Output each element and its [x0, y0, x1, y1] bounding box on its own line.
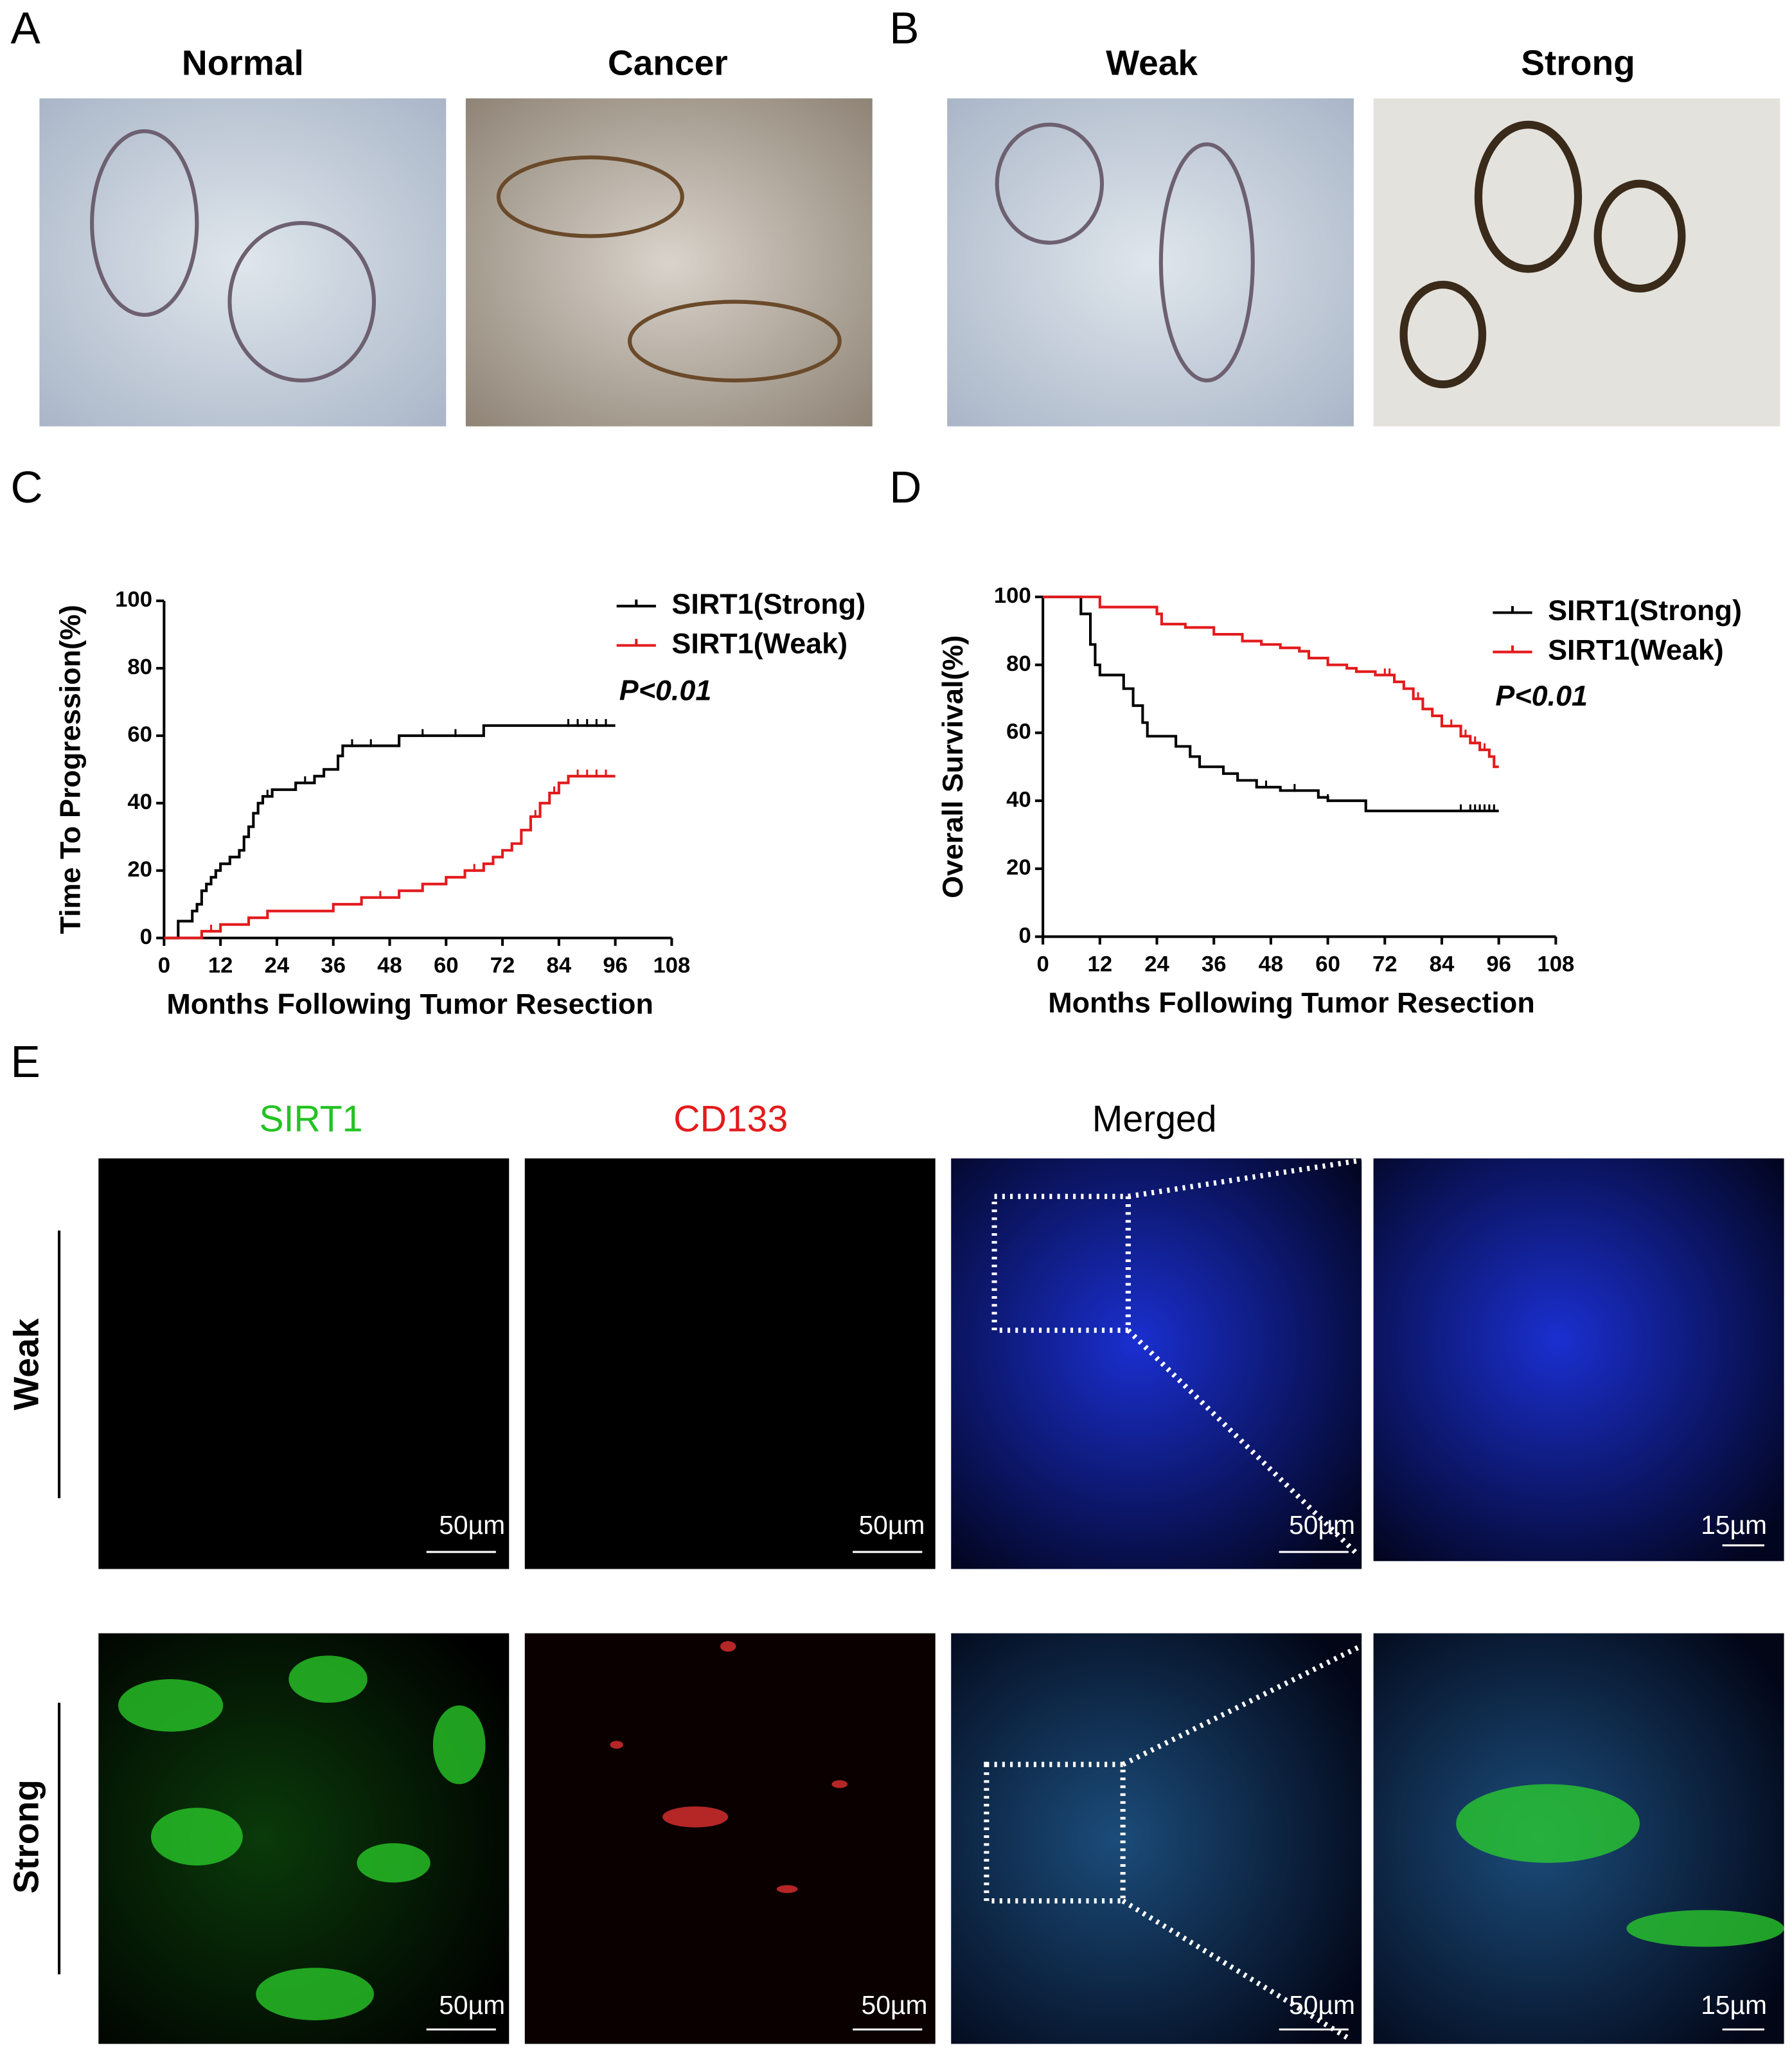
y-tick-label: 100 — [115, 587, 152, 612]
channel-title: Merged — [1092, 1099, 1217, 1140]
scale-bar-label: 50µm — [1289, 1990, 1355, 2020]
x-tick-label: 36 — [1202, 952, 1227, 977]
y-axis-label: Overall Survival(%) — [936, 636, 969, 898]
y-axis-label: Time To Progression(%) — [53, 605, 86, 934]
x-tick-label: 96 — [1486, 952, 1511, 977]
image-title: Weak — [1106, 43, 1198, 83]
x-tick-label: 60 — [1315, 952, 1340, 977]
x-tick-label: 108 — [653, 954, 690, 978]
image-title: Strong — [1521, 43, 1635, 83]
x-tick-label: 84 — [1430, 952, 1455, 977]
x-tick-label: 72 — [1372, 952, 1397, 977]
y-tick-label: 20 — [1006, 855, 1031, 880]
row-label: Weak — [6, 1318, 46, 1410]
panel-letter: E — [11, 1037, 40, 1087]
if-image — [951, 1158, 1362, 1569]
panel-letter: D — [889, 462, 921, 512]
if-image — [524, 1158, 936, 1569]
y-tick-label: 60 — [127, 722, 152, 747]
annotation: P<0.01 — [619, 674, 712, 707]
legend-label: SIRT1(Weak) — [671, 627, 847, 659]
image-title: Cancer — [608, 43, 728, 83]
legend-label: SIRT1(Weak) — [1548, 633, 1724, 666]
y-tick-label: 100 — [994, 583, 1031, 608]
ihc-image — [1373, 98, 1780, 427]
x-tick-label: 108 — [1537, 952, 1574, 977]
scale-bar-label: 15µm — [1701, 1510, 1767, 1540]
x-tick-label: 84 — [547, 954, 572, 978]
panel-letter: A — [11, 3, 41, 53]
y-tick-label: 20 — [127, 857, 152, 882]
panel-letter: C — [11, 462, 43, 512]
red-signal — [610, 1641, 847, 1893]
scale-bar-label: 50µm — [439, 1510, 505, 1540]
x-tick-label: 60 — [434, 954, 459, 978]
x-tick-label: 24 — [265, 954, 290, 978]
survival-curve — [1043, 595, 1499, 769]
channel-title: SIRT1 — [260, 1099, 363, 1140]
ihc-image — [39, 98, 447, 427]
y-tick-label: 40 — [127, 790, 152, 814]
y-tick-label: 80 — [1006, 652, 1031, 676]
image-title: Normal — [182, 43, 304, 83]
x-tick-label: 96 — [603, 954, 628, 978]
legend-label: SIRT1(Strong) — [671, 587, 865, 620]
row-label: Strong — [6, 1779, 46, 1894]
x-tick-label: 48 — [377, 954, 402, 978]
gland-outlines — [90, 120, 1686, 389]
x-axis-label: Months Following Tumor Resection — [1048, 986, 1535, 1019]
survival-curve — [1043, 595, 1499, 813]
scale-bar-lines — [426, 1544, 1764, 2031]
if-image — [951, 1633, 1362, 2044]
y-tick-label: 60 — [1006, 720, 1031, 744]
legend-label: SIRT1(Strong) — [1548, 594, 1742, 627]
x-tick-label: 12 — [208, 954, 233, 978]
y-tick-label: 40 — [1006, 787, 1031, 812]
scale-bar-label: 50µm — [858, 1510, 925, 1540]
green-signal — [118, 1655, 1784, 2020]
scale-bar-label: 50µm — [1289, 1510, 1355, 1540]
channel-title: CD133 — [673, 1099, 788, 1140]
x-axis-label: Months Following Tumor Resection — [166, 988, 653, 1020]
x-tick-label: 24 — [1144, 952, 1169, 977]
survival-curve — [164, 724, 616, 939]
scale-bar-label: 50µm — [862, 1990, 928, 2020]
y-tick-label: 0 — [140, 925, 152, 949]
x-tick-label: 0 — [158, 954, 170, 978]
x-tick-label: 48 — [1259, 952, 1284, 977]
x-tick-label: 12 — [1088, 952, 1113, 977]
zoom-box — [984, 1155, 1375, 2042]
annotation: P<0.01 — [1495, 679, 1588, 712]
if-image — [1373, 1158, 1784, 1562]
scale-bar-label: 15µm — [1701, 1990, 1767, 2020]
if-image — [98, 1158, 510, 1569]
panel-letter: B — [889, 3, 919, 53]
if-image — [524, 1633, 936, 2044]
y-tick-label: 0 — [1018, 923, 1031, 948]
x-tick-label: 0 — [1036, 952, 1049, 977]
ihc-image — [947, 98, 1354, 427]
x-tick-label: 72 — [490, 954, 515, 978]
ihc-image — [465, 98, 873, 427]
scale-bar-label: 50µm — [439, 1990, 505, 2020]
x-tick-label: 36 — [321, 954, 346, 978]
y-tick-label: 80 — [127, 655, 152, 679]
